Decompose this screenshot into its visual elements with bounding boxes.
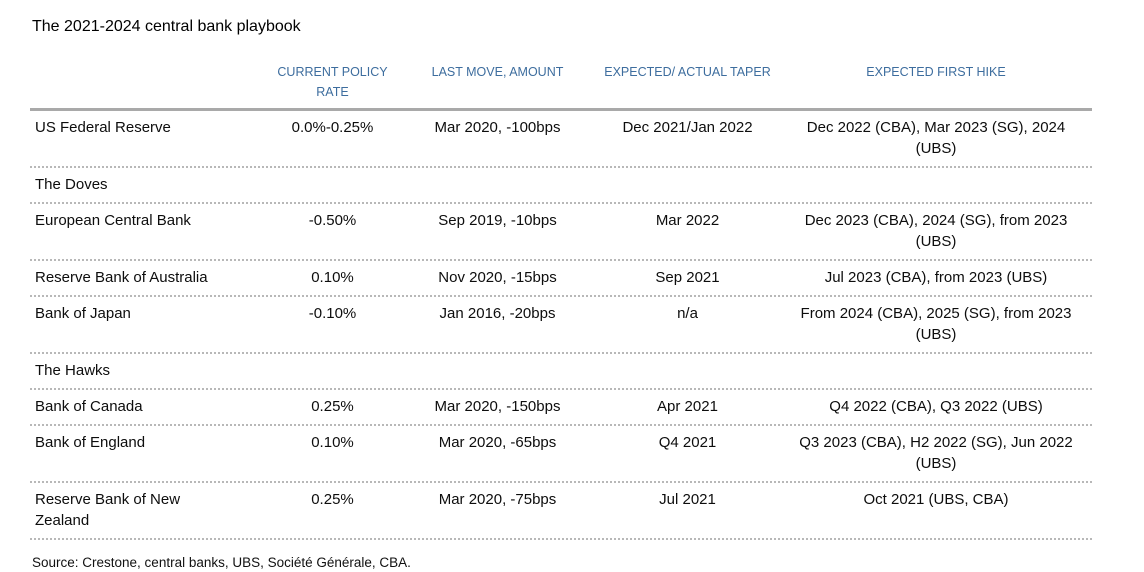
table-row-bank-of-japan: Bank of Japan -0.10% Jan 2016, -20bps n/…	[30, 297, 1092, 354]
cell-bank-name: Reserve Bank of New Zealand	[35, 491, 181, 529]
column-header-policy-rate: CURRENT POLICY RATE	[277, 65, 388, 99]
cell-last-move: Mar 2020, -100bps	[434, 119, 561, 136]
cell-first-hike: Q4 2022 (CBA), Q3 2022 (UBS)	[829, 398, 1043, 415]
cell-taper: Apr 2021	[657, 398, 718, 415]
cell-first-hike: From 2024 (CBA), 2025 (SG), from 2023 (U…	[800, 305, 1072, 343]
cell-last-move: Sep 2019, -10bps	[438, 212, 557, 229]
cell-taper: Sep 2021	[655, 269, 720, 286]
table-row-european-central-bank: European Central Bank -0.50% Sep 2019, -…	[30, 204, 1092, 261]
cell-bank-name: Bank of Japan	[35, 305, 131, 322]
cell-bank-name: Reserve Bank of Australia	[35, 269, 208, 286]
section-row-doves: The Doves	[30, 168, 1092, 204]
table-row-reserve-bank-of-new-zealand: Reserve Bank of New Zealand 0.25% Mar 20…	[30, 483, 1092, 540]
cell-last-move: Mar 2020, -75bps	[438, 491, 557, 508]
cell-policy-rate: -0.10%	[308, 305, 357, 322]
column-header-last-move: LAST MOVE, AMOUNT	[431, 65, 564, 79]
table-title: The 2021-2024 central bank playbook	[32, 18, 301, 35]
cell-bank-name: Bank of Canada	[35, 398, 143, 415]
cell-taper: n/a	[677, 305, 698, 322]
cell-last-move: Nov 2020, -15bps	[438, 269, 557, 286]
column-header-taper: EXPECTED/ ACTUAL TAPER	[604, 65, 771, 79]
section-label: The Hawks	[35, 362, 111, 379]
cell-first-hike: Dec 2022 (CBA), Mar 2023 (SG), 2024 (UBS…	[806, 119, 1066, 157]
section-row-hawks: The Hawks	[30, 354, 1092, 390]
cell-bank-name: European Central Bank	[35, 212, 191, 229]
cell-bank-name: US Federal Reserve	[35, 119, 171, 136]
table-row-reserve-bank-of-australia: Reserve Bank of Australia 0.10% Nov 2020…	[30, 261, 1092, 297]
cell-policy-rate: 0.25%	[311, 398, 354, 415]
cell-policy-rate: 0.25%	[311, 491, 354, 508]
cell-policy-rate: 0.0%-0.25%	[291, 119, 374, 136]
table-row-bank-of-canada: Bank of Canada 0.25% Mar 2020, -150bps A…	[30, 390, 1092, 426]
cell-policy-rate: -0.50%	[308, 212, 357, 229]
table-header-row: CURRENT POLICY RATE LAST MOVE, AMOUNT EX…	[30, 60, 1092, 111]
cell-last-move: Mar 2020, -65bps	[438, 434, 557, 451]
cell-bank-name: Bank of England	[35, 434, 146, 451]
cell-taper: Dec 2021/Jan 2022	[622, 119, 753, 136]
central-bank-table: CURRENT POLICY RATE LAST MOVE, AMOUNT EX…	[30, 60, 1092, 540]
source-note: Source: Crestone, central banks, UBS, So…	[32, 555, 411, 570]
column-header-first-hike: EXPECTED FIRST HIKE	[866, 65, 1006, 79]
table-row-us-federal-reserve: US Federal Reserve 0.0%-0.25% Mar 2020, …	[30, 111, 1092, 168]
cell-taper: Jul 2021	[659, 491, 716, 508]
cell-policy-rate: 0.10%	[311, 269, 354, 286]
cell-taper: Mar 2022	[655, 212, 720, 229]
table-row-bank-of-england: Bank of England 0.10% Mar 2020, -65bps Q…	[30, 426, 1092, 483]
cell-last-move: Jan 2016, -20bps	[439, 305, 556, 322]
cell-taper: Q4 2021	[658, 434, 717, 451]
cell-first-hike: Q3 2023 (CBA), H2 2022 (SG), Jun 2022 (U…	[799, 434, 1073, 472]
cell-first-hike: Jul 2023 (CBA), from 2023 (UBS)	[824, 269, 1048, 286]
column-header-bank	[30, 60, 265, 108]
cell-policy-rate: 0.10%	[311, 434, 354, 451]
cell-first-hike: Dec 2023 (CBA), 2024 (SG), from 2023 (UB…	[804, 212, 1068, 250]
section-label: The Doves	[35, 176, 108, 193]
cell-last-move: Mar 2020, -150bps	[434, 398, 561, 415]
cell-first-hike: Oct 2021 (UBS, CBA)	[863, 491, 1009, 508]
